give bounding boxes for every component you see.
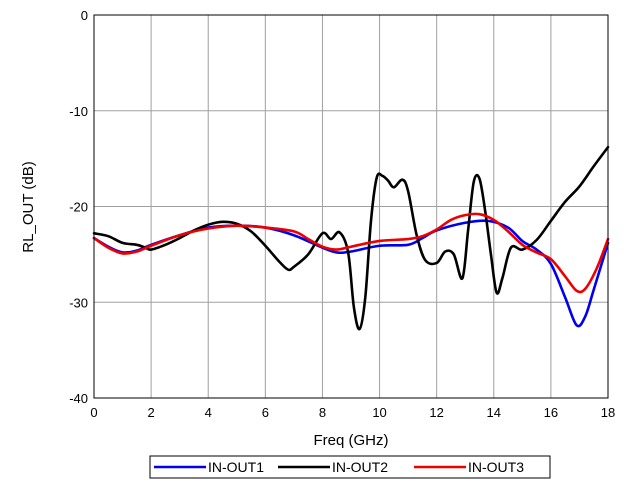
y-tick-label-3: -30 [69, 295, 88, 310]
x-tick-label-3: 6 [262, 405, 269, 420]
y-tick-label-1: -10 [69, 104, 88, 119]
x-tick-label-5: 10 [372, 405, 386, 420]
x-tick-label-7: 14 [487, 405, 501, 420]
x-tick-label-0: 0 [90, 405, 97, 420]
legend-label-in-out2: IN-OUT2 [332, 459, 388, 475]
series-line-in-out3 [92, 212, 610, 294]
x-tick-labels: 0 2 4 6 8 10 12 14 16 18 [90, 405, 615, 420]
y-axis-label: RL_OUT (dB) [20, 161, 37, 252]
y-tick-label-0: 0 [81, 8, 88, 23]
legend-box [149, 455, 551, 479]
legend-label-in-out3: IN-OUT3 [468, 459, 524, 475]
legend-label-in-out1: IN-OUT1 [208, 459, 264, 475]
x-tick-label-6: 12 [429, 405, 443, 420]
x-axis-label: Freq (GHz) [314, 432, 389, 449]
y-tick-labels: 0 -10 -20 -30 -40 [69, 8, 88, 406]
x-tick-label-9: 18 [601, 405, 615, 420]
series-line-in-out2 [92, 145, 610, 331]
legend: IN-OUT1 IN-OUT2 IN-OUT3 [149, 455, 551, 479]
x-tick-label-8: 16 [544, 405, 558, 420]
y-tick-label-4: -40 [69, 391, 88, 406]
y-tick-label-2: -20 [69, 200, 88, 215]
series-layer [92, 145, 610, 331]
x-tick-label-1: 2 [147, 405, 154, 420]
grid-lines [94, 15, 608, 398]
x-tick-label-2: 4 [205, 405, 212, 420]
plot-frame [93, 14, 609, 399]
x-tick-label-4: 8 [319, 405, 326, 420]
